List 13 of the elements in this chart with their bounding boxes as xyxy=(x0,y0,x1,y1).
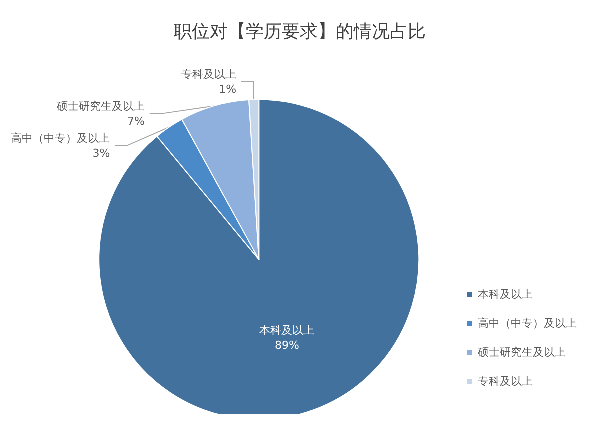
slice-label: 本科及以上 xyxy=(260,324,315,337)
legend-label: 高中（中专）及以上 xyxy=(478,317,577,330)
data-label: 89% xyxy=(275,338,300,352)
slice-label: 专科及以上 xyxy=(182,68,237,81)
slice-label: 高中（中专）及以上 xyxy=(11,132,110,145)
legend-label: 本科及以上 xyxy=(478,288,533,302)
chart-title: 职位对【学历要求】的情况占比 xyxy=(174,22,426,42)
legend-label: 硕士研究生及以上 xyxy=(477,346,566,360)
data-label: 7% xyxy=(127,114,145,128)
data-label: 1% xyxy=(219,82,237,96)
legend-label: 专科及以上 xyxy=(478,375,533,388)
slice-label: 硕士研究生及以上 xyxy=(56,100,145,113)
data-label: 3% xyxy=(92,146,110,160)
